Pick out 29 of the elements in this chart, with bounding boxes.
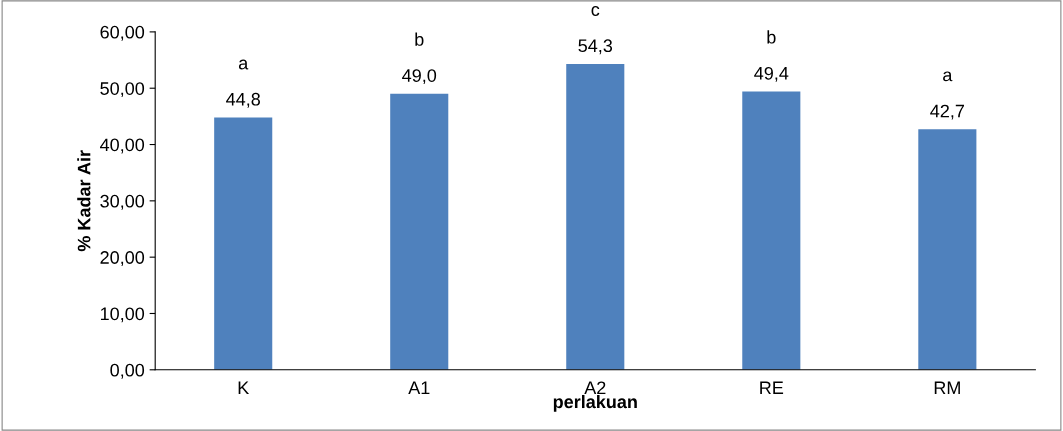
x-tick-label: RE xyxy=(760,381,784,394)
bar xyxy=(566,63,625,370)
annotation: b xyxy=(415,32,424,46)
annotation: a xyxy=(238,59,249,70)
y-tick-label: 30,00 xyxy=(100,194,145,210)
x-axis-title: perlakuan xyxy=(553,394,637,412)
data-label: 42,7 xyxy=(930,104,965,120)
bar xyxy=(742,91,801,370)
x-tick-label: K xyxy=(238,381,250,394)
y-axis-title: % Kadar Air xyxy=(77,150,91,252)
x-tick-label: A1 xyxy=(408,381,430,394)
y-tick-label: 0,00 xyxy=(110,363,145,379)
data-label: 54,3 xyxy=(578,39,613,55)
data-label: 49,4 xyxy=(754,66,789,82)
x-tick-label: A2 xyxy=(584,381,606,394)
y-tick-label: 20,00 xyxy=(100,251,145,267)
bar xyxy=(214,117,273,370)
y-tick-label: 40,00 xyxy=(100,138,145,154)
annotation: c xyxy=(591,6,600,16)
data-label: 44,8 xyxy=(226,92,260,108)
bar xyxy=(918,129,977,370)
x-tick-label: RM xyxy=(934,381,960,394)
y-tick-label: 60,00 xyxy=(100,25,145,41)
data-label: 49,0 xyxy=(402,69,437,85)
annotation: b xyxy=(767,30,776,44)
y-tick-label: 50,00 xyxy=(100,82,145,98)
annotation: a xyxy=(943,71,953,82)
y-tick-label: 10,00 xyxy=(100,307,145,323)
bar xyxy=(390,93,449,370)
